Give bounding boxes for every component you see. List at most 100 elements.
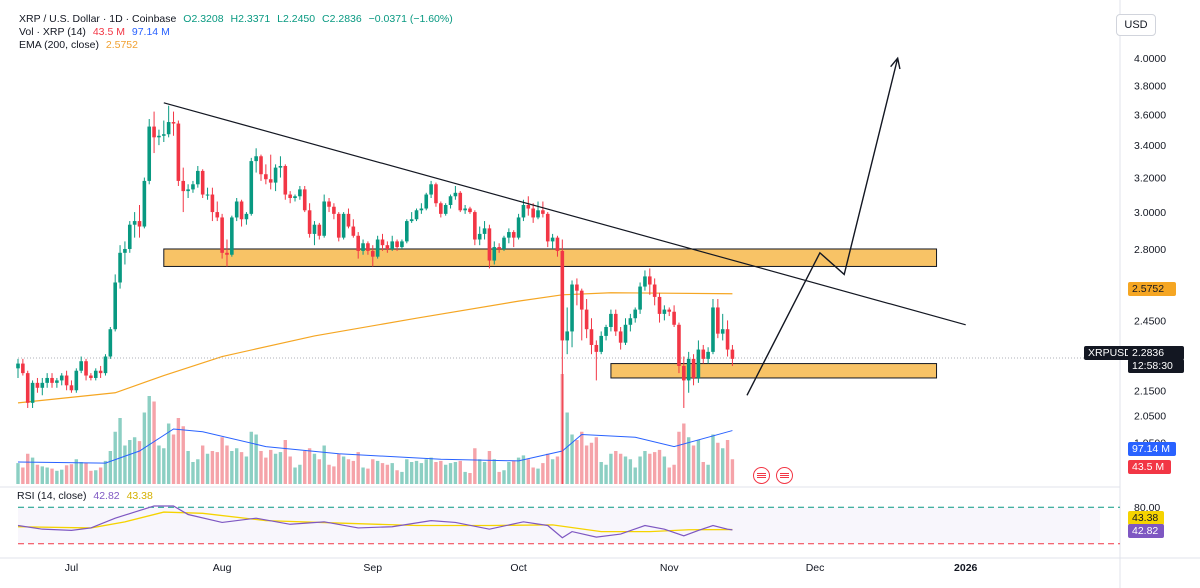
volume-bar (196, 459, 200, 484)
symbol-title: XRP / U.S. Dollar · 1D · Coinbase (19, 13, 177, 25)
candle-body (137, 221, 142, 227)
candle (643, 270, 647, 291)
volume-bar (618, 453, 623, 484)
candle (191, 180, 195, 193)
candle-body (98, 370, 103, 374)
candle (672, 305, 676, 327)
volume-ma-tag: 97.14 M (1128, 442, 1176, 456)
candle (21, 358, 25, 376)
volume-bar (686, 437, 691, 484)
volume-bar (132, 437, 137, 484)
candle (186, 184, 190, 199)
volume-legend: Vol · XRP (14) 43.5 M 97.14 M (19, 26, 174, 39)
rsi-ma-tag: 43.38 (1128, 511, 1164, 525)
volume-bar (278, 452, 283, 484)
candle (239, 199, 244, 227)
candle (118, 245, 122, 289)
candle-body (594, 344, 599, 352)
candle (487, 224, 492, 269)
volume-bar (691, 445, 696, 484)
open-value: O2.3208 (183, 13, 224, 25)
candle-body (716, 307, 720, 334)
candle (531, 203, 535, 223)
candle-body (40, 382, 45, 388)
volume-bar (356, 452, 360, 484)
candle (545, 212, 550, 248)
candle-body (123, 248, 127, 253)
volume-ma-line (17, 428, 733, 464)
volume-bar (210, 451, 215, 484)
candle-body (691, 358, 696, 378)
candle (356, 232, 360, 259)
volume-bar (657, 449, 662, 484)
volume-bar (307, 448, 312, 484)
candle-body (200, 170, 205, 195)
candle (322, 194, 326, 238)
candle (176, 120, 181, 186)
candle-body (667, 309, 672, 312)
time-axis-label: Oct (510, 562, 526, 574)
volume-bar (317, 459, 322, 484)
time-axis-label: Nov (660, 562, 679, 574)
volume-bar (546, 453, 550, 484)
candle (50, 373, 54, 388)
candle-body (205, 194, 210, 196)
candle (613, 309, 618, 336)
rsi-line (17, 505, 733, 539)
candle-body (575, 284, 579, 291)
candle (312, 221, 317, 246)
candle (594, 340, 599, 381)
candle (711, 299, 715, 355)
volume-bar (366, 468, 370, 484)
candle (701, 344, 706, 364)
candle-body (215, 212, 220, 218)
volume-bar (682, 423, 686, 484)
candle-body (118, 252, 122, 283)
volume-bar (346, 459, 351, 484)
candle-body (283, 165, 288, 195)
candle-body (273, 167, 278, 183)
volume-bar (521, 455, 526, 484)
candle (288, 191, 292, 204)
candle-body (541, 210, 545, 214)
rsi-value: 42.82 (93, 490, 120, 502)
symbol-price-tag: XRPUSD (1084, 346, 1136, 360)
candle (463, 204, 467, 214)
volume-bar (730, 459, 735, 484)
candle-body (400, 241, 404, 248)
volume-bar (166, 423, 171, 484)
volume-bar (478, 459, 482, 484)
volume-bar (283, 440, 287, 484)
candle-body (336, 213, 341, 238)
volume-bar (108, 451, 113, 484)
volume-bar (555, 456, 560, 484)
candle-body (293, 196, 297, 199)
currency-button[interactable]: USD (1116, 14, 1156, 36)
candle (283, 164, 288, 200)
candle (249, 157, 254, 216)
candle (137, 204, 142, 238)
candle-body (453, 192, 458, 197)
candle-body (278, 165, 283, 168)
candle-body (375, 239, 380, 257)
us-flag-icon[interactable] (776, 467, 793, 484)
us-flag-icon[interactable] (753, 467, 770, 484)
volume-bar (701, 462, 705, 484)
ema-price-tag: 2.5752 (1128, 282, 1176, 296)
volume-bar (137, 441, 142, 484)
close-value: C2.2836 (322, 13, 362, 25)
volume-bar (453, 462, 458, 484)
volume-bar (181, 426, 185, 484)
volume-bar (351, 460, 356, 484)
candle-body (468, 208, 472, 213)
volume-bar (55, 470, 59, 484)
volume-bar (273, 453, 278, 484)
candle-body (176, 123, 181, 181)
candle (132, 212, 137, 238)
candle (142, 177, 147, 229)
time-axis-label: Aug (213, 562, 232, 574)
candle (152, 111, 156, 154)
candle-body (492, 247, 497, 261)
candle (638, 282, 642, 314)
